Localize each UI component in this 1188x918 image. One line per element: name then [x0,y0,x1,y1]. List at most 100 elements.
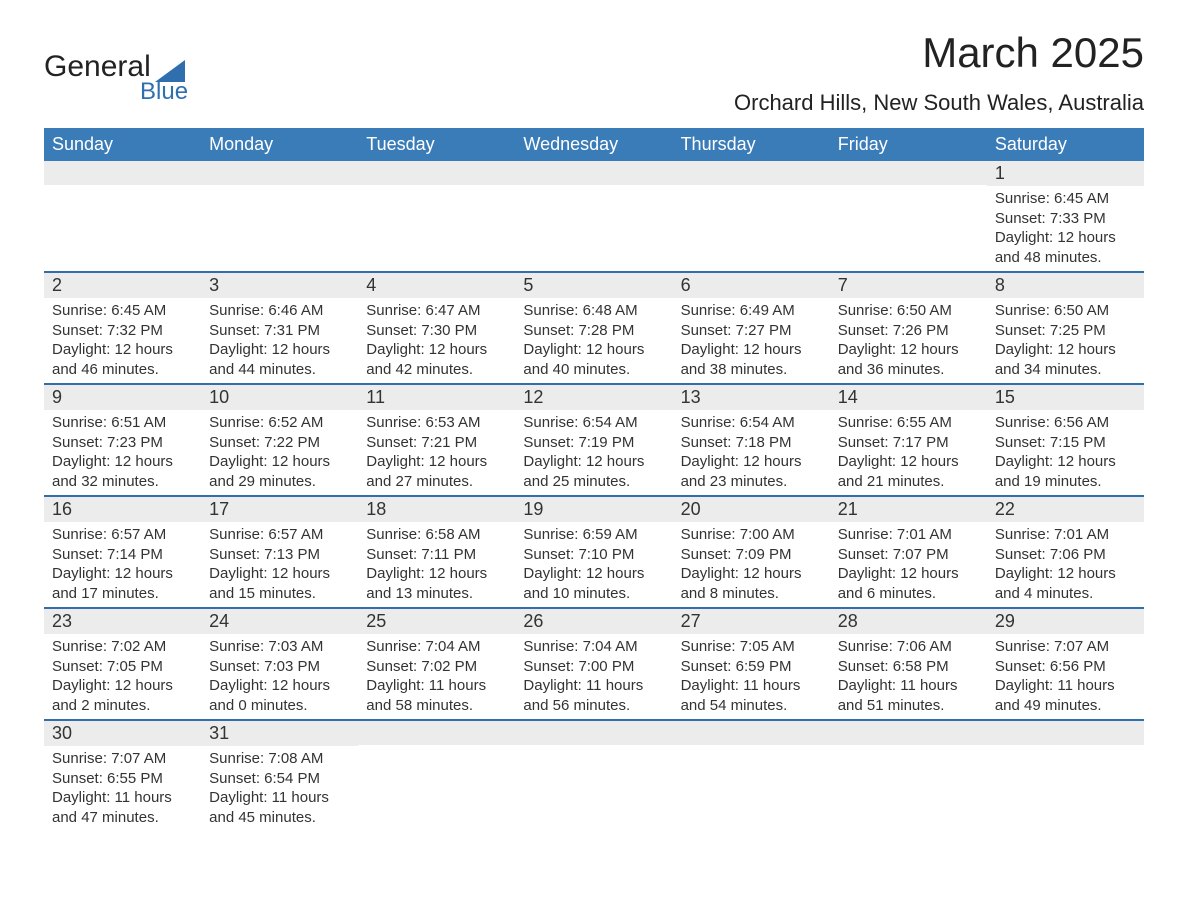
day-number: 31 [201,721,358,746]
sunset-text: Sunset: 6:58 PM [838,657,979,677]
day-header: Friday [830,128,987,161]
daylight-text: Daylight: 12 hours and 0 minutes. [209,676,350,715]
daylight-text: Daylight: 11 hours and 54 minutes. [681,676,822,715]
day-details: Sunrise: 7:03 AMSunset: 7:03 PMDaylight:… [201,634,358,719]
title-block: March 2025 Orchard Hills, New South Wale… [734,30,1144,116]
daylight-text: Daylight: 12 hours and 10 minutes. [523,564,664,603]
sunrise-text: Sunrise: 7:06 AM [838,637,979,657]
day-number: 29 [987,609,1144,634]
sunrise-text: Sunrise: 6:51 AM [52,413,193,433]
day-number: 21 [830,497,987,522]
day-details: Sunrise: 6:58 AMSunset: 7:11 PMDaylight:… [358,522,515,607]
sunrise-text: Sunrise: 7:05 AM [681,637,822,657]
calendar-cell: 22Sunrise: 7:01 AMSunset: 7:06 PMDayligh… [987,496,1144,608]
sunrise-text: Sunrise: 6:57 AM [209,525,350,545]
daylight-text: Daylight: 12 hours and 15 minutes. [209,564,350,603]
day-number [44,161,201,185]
calendar-cell: 13Sunrise: 6:54 AMSunset: 7:18 PMDayligh… [673,384,830,496]
daylight-text: Daylight: 12 hours and 4 minutes. [995,564,1136,603]
calendar-week: 9Sunrise: 6:51 AMSunset: 7:23 PMDaylight… [44,384,1144,496]
day-number [358,721,515,745]
calendar-cell: 8Sunrise: 6:50 AMSunset: 7:25 PMDaylight… [987,272,1144,384]
day-number [987,721,1144,745]
daylight-text: Daylight: 12 hours and 42 minutes. [366,340,507,379]
day-details: Sunrise: 6:50 AMSunset: 7:25 PMDaylight:… [987,298,1144,383]
day-details: Sunrise: 6:45 AMSunset: 7:32 PMDaylight:… [44,298,201,383]
calendar-cell: 30Sunrise: 7:07 AMSunset: 6:55 PMDayligh… [44,720,201,831]
sunset-text: Sunset: 7:26 PM [838,321,979,341]
calendar-week: 16Sunrise: 6:57 AMSunset: 7:14 PMDayligh… [44,496,1144,608]
sunrise-text: Sunrise: 6:52 AM [209,413,350,433]
sunset-text: Sunset: 6:54 PM [209,769,350,789]
daylight-text: Daylight: 11 hours and 47 minutes. [52,788,193,827]
calendar-cell: 29Sunrise: 7:07 AMSunset: 6:56 PMDayligh… [987,608,1144,720]
daylight-text: Daylight: 12 hours and 40 minutes. [523,340,664,379]
day-header: Saturday [987,128,1144,161]
calendar-cell: 14Sunrise: 6:55 AMSunset: 7:17 PMDayligh… [830,384,987,496]
day-details: Sunrise: 7:02 AMSunset: 7:05 PMDaylight:… [44,634,201,719]
sunset-text: Sunset: 7:13 PM [209,545,350,565]
calendar-cell: 20Sunrise: 7:00 AMSunset: 7:09 PMDayligh… [673,496,830,608]
sunrise-text: Sunrise: 7:01 AM [838,525,979,545]
sunset-text: Sunset: 7:19 PM [523,433,664,453]
day-details: Sunrise: 6:56 AMSunset: 7:15 PMDaylight:… [987,410,1144,495]
calendar-cell: 26Sunrise: 7:04 AMSunset: 7:00 PMDayligh… [515,608,672,720]
daylight-text: Daylight: 12 hours and 23 minutes. [681,452,822,491]
calendar-cell: 16Sunrise: 6:57 AMSunset: 7:14 PMDayligh… [44,496,201,608]
sunset-text: Sunset: 7:21 PM [366,433,507,453]
calendar-cell: 25Sunrise: 7:04 AMSunset: 7:02 PMDayligh… [358,608,515,720]
day-details: Sunrise: 7:06 AMSunset: 6:58 PMDaylight:… [830,634,987,719]
daylight-text: Daylight: 12 hours and 32 minutes. [52,452,193,491]
day-number: 19 [515,497,672,522]
calendar-cell: 10Sunrise: 6:52 AMSunset: 7:22 PMDayligh… [201,384,358,496]
brand-text-general: General [44,52,151,82]
daylight-text: Daylight: 12 hours and 48 minutes. [995,228,1136,267]
day-details: Sunrise: 6:53 AMSunset: 7:21 PMDaylight:… [358,410,515,495]
daylight-text: Daylight: 12 hours and 2 minutes. [52,676,193,715]
sunset-text: Sunset: 7:30 PM [366,321,507,341]
month-title: March 2025 [734,30,1144,76]
calendar-cell: 7Sunrise: 6:50 AMSunset: 7:26 PMDaylight… [830,272,987,384]
day-details: Sunrise: 7:04 AMSunset: 7:02 PMDaylight:… [358,634,515,719]
sunrise-text: Sunrise: 6:50 AM [838,301,979,321]
day-details: Sunrise: 7:07 AMSunset: 6:56 PMDaylight:… [987,634,1144,719]
calendar-cell [44,161,201,272]
day-number [201,161,358,185]
day-number: 8 [987,273,1144,298]
day-number: 14 [830,385,987,410]
day-number: 13 [673,385,830,410]
sunrise-text: Sunrise: 7:00 AM [681,525,822,545]
daylight-text: Daylight: 12 hours and 8 minutes. [681,564,822,603]
day-details: Sunrise: 6:49 AMSunset: 7:27 PMDaylight:… [673,298,830,383]
calendar-cell: 17Sunrise: 6:57 AMSunset: 7:13 PMDayligh… [201,496,358,608]
sunrise-text: Sunrise: 6:47 AM [366,301,507,321]
day-details: Sunrise: 6:45 AMSunset: 7:33 PMDaylight:… [987,186,1144,271]
day-number: 20 [673,497,830,522]
calendar-table: SundayMondayTuesdayWednesdayThursdayFrid… [44,128,1144,831]
sunset-text: Sunset: 6:55 PM [52,769,193,789]
sunset-text: Sunset: 7:31 PM [209,321,350,341]
day-number: 24 [201,609,358,634]
calendar-cell: 4Sunrise: 6:47 AMSunset: 7:30 PMDaylight… [358,272,515,384]
day-number: 10 [201,385,358,410]
sunrise-text: Sunrise: 6:57 AM [52,525,193,545]
sunset-text: Sunset: 7:03 PM [209,657,350,677]
location-subtitle: Orchard Hills, New South Wales, Australi… [734,90,1144,116]
calendar-cell [987,720,1144,831]
day-number [830,721,987,745]
calendar-cell [515,161,672,272]
sunrise-text: Sunrise: 6:49 AM [681,301,822,321]
sunrise-text: Sunrise: 6:46 AM [209,301,350,321]
calendar-cell: 31Sunrise: 7:08 AMSunset: 6:54 PMDayligh… [201,720,358,831]
calendar-cell: 12Sunrise: 6:54 AMSunset: 7:19 PMDayligh… [515,384,672,496]
day-number: 3 [201,273,358,298]
daylight-text: Daylight: 12 hours and 19 minutes. [995,452,1136,491]
sunset-text: Sunset: 6:59 PM [681,657,822,677]
day-number: 26 [515,609,672,634]
day-number: 28 [830,609,987,634]
sunrise-text: Sunrise: 7:08 AM [209,749,350,769]
day-number: 2 [44,273,201,298]
day-number [358,161,515,185]
day-number [673,721,830,745]
sunrise-text: Sunrise: 6:45 AM [995,189,1136,209]
